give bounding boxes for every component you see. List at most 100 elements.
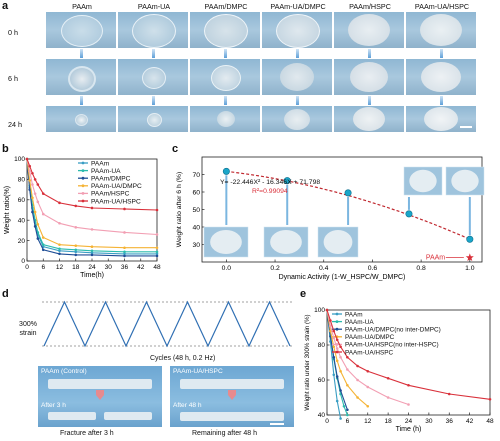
y-tick-label: 50 — [192, 207, 200, 214]
x-tick-label: 0.0 — [222, 265, 232, 272]
x-tick-label: 30 — [105, 264, 113, 271]
col-title-3: PAAm-UA/DMPC — [270, 2, 326, 11]
data-point — [41, 243, 45, 246]
col-title-2: PAAm/DMPC — [204, 2, 248, 11]
data-point — [339, 417, 342, 420]
x-tick-label: 0.8 — [416, 265, 426, 272]
data-point — [339, 369, 342, 373]
data-point — [28, 164, 32, 168]
legend-label: PAAm/HSPC — [91, 191, 130, 198]
legend-label: PAAm/DMPC — [91, 176, 131, 183]
data-point — [339, 355, 342, 359]
data-point — [366, 369, 370, 373]
photo-label-paam-control: PAAm (Control) — [41, 368, 87, 375]
legend-label: PAAm-UA/HSPC — [91, 198, 141, 205]
photo-paam-0h — [46, 12, 116, 48]
data-point — [155, 250, 159, 254]
arrow-down — [368, 96, 371, 105]
data-point — [155, 254, 159, 258]
hydrogel-strip-fractured-left — [48, 412, 96, 420]
x-tick-label: 36 — [121, 264, 129, 271]
data-point — [407, 383, 410, 387]
x-tick-label: 48 — [486, 418, 494, 425]
data-point — [335, 338, 339, 342]
panel-c-chart: 0.0 0.2 0.4 0.6 0.8 1.0 30 40 50 60 70 Dynamic Acti… — [176, 156, 485, 281]
strain-waveform — [43, 300, 291, 348]
row-label-0h: 0 h — [8, 28, 18, 37]
legend-marker — [335, 343, 339, 346]
data-point — [332, 345, 336, 349]
hydrogel-strip-fractured-right — [104, 412, 152, 420]
arrow-down — [440, 49, 443, 58]
y-tick-label: 40 — [18, 217, 26, 224]
data-point — [283, 177, 291, 185]
x-tick-label: 30 — [425, 418, 433, 425]
arrow-down — [80, 49, 83, 58]
hydrogel-disk — [270, 230, 302, 254]
data-point — [90, 245, 94, 249]
data-point — [74, 244, 78, 247]
data-point — [90, 249, 94, 253]
legend-marker — [335, 350, 339, 354]
x-tick-label: 18 — [385, 418, 393, 425]
hydrogel-strip — [48, 379, 152, 389]
data-point — [74, 250, 78, 254]
data-point — [356, 378, 359, 382]
x-tick-label: 1.0 — [465, 265, 475, 272]
photo-paam-dmpc-0h — [190, 12, 260, 48]
scale-bar — [460, 126, 472, 128]
data-point — [28, 188, 32, 191]
data-point — [58, 247, 61, 251]
photo-label-paam-ua-hspc: PAAm-UA/HSPC — [173, 368, 223, 375]
data-point — [25, 157, 29, 161]
x-tick-label: 0.6 — [368, 265, 378, 272]
y-tick-label: 60 — [18, 197, 26, 204]
data-point — [335, 399, 339, 403]
arrow-down — [296, 96, 299, 105]
photo-label-after-3h: After 3 h — [41, 402, 66, 409]
hydrogel-disk — [323, 230, 353, 254]
data-point — [339, 345, 342, 349]
data-point — [74, 226, 78, 229]
y-axis-label: Weight ratio(%) — [4, 186, 11, 234]
data-point — [123, 246, 126, 250]
data-point — [33, 192, 37, 195]
data-point — [346, 368, 349, 371]
legend-marker — [81, 184, 85, 188]
photo-paam-ua-hspc-0h — [406, 12, 476, 48]
data-point — [28, 169, 32, 173]
arrow-down — [80, 96, 83, 105]
photo-paam-ua-0h — [118, 12, 188, 48]
data-point — [335, 375, 339, 378]
y-tick-label: 100 — [314, 307, 325, 314]
caption-remaining: Remaining after 48 h — [192, 430, 257, 437]
data-point — [123, 254, 126, 258]
data-point — [155, 246, 159, 250]
series-line — [326, 309, 369, 407]
photo-paam-ua-hspc-24h — [406, 106, 476, 132]
data-point — [123, 231, 126, 234]
data-point — [74, 204, 78, 208]
scale-bar — [270, 423, 284, 425]
caption-fracture: Fracture after 3 h — [60, 430, 114, 437]
hydrogel-strip — [180, 379, 284, 389]
data-point — [346, 413, 349, 417]
hydrogel-strip-intact — [180, 412, 284, 421]
x-tick-label: 0 — [25, 264, 29, 271]
panel-e-chart: 0 6 12 18 24 30 36 42 48 40 60 80 100 Time (h) Weight … — [304, 307, 494, 433]
data-point — [356, 396, 359, 399]
data-point — [407, 403, 410, 406]
data-point — [36, 183, 40, 186]
data-point — [325, 308, 329, 312]
col-title-5: PAAm-UA/HSPC — [414, 2, 470, 11]
data-point — [41, 192, 45, 195]
data-point — [405, 210, 413, 218]
data-point — [329, 329, 332, 333]
data-point — [344, 189, 352, 197]
col-title-1: PAAm-UA — [137, 2, 171, 11]
data-point — [447, 392, 451, 396]
data-point — [58, 243, 61, 246]
data-point — [488, 397, 492, 401]
photo-paam-ua-dmpc-0h — [262, 12, 332, 48]
legend-label: PAAm — [345, 311, 363, 318]
